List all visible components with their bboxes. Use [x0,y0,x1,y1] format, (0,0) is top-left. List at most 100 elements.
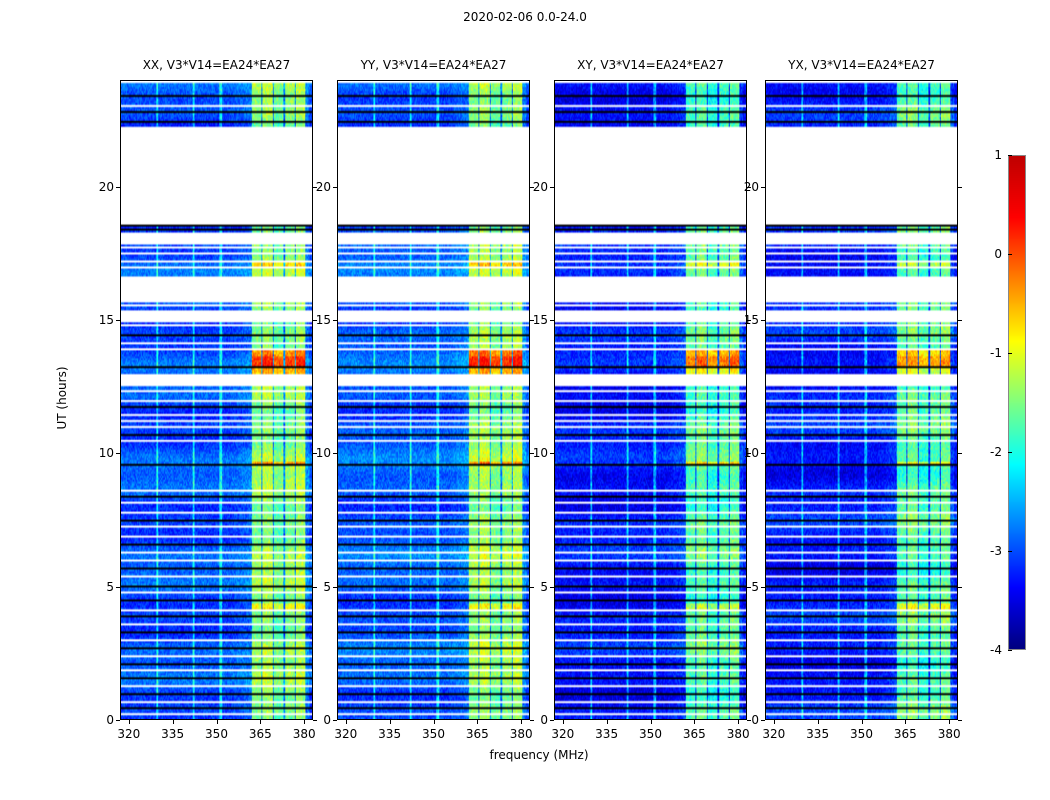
colorbar-tickmark [1008,650,1012,651]
x-tick-label: 320 [762,727,786,741]
x-tickmark [433,720,435,724]
panel-title-yy: YY, V3*V14=EA24*EA27 [360,58,507,72]
y-tickmark [761,586,765,588]
colorbar-tick-label: -4 [990,643,1002,657]
panel-title-yx: YX, V3*V14=EA24*EA27 [788,58,935,72]
y-tickmark-right [530,186,534,188]
y-tickmark-right [747,453,751,455]
x-tickmark [905,720,907,724]
x-tick-label: 335 [161,727,185,741]
y-tickmark-right [747,586,751,588]
y-tick-label: 0 [106,713,114,727]
y-tick-label: 5 [540,579,548,594]
y-tickmark [761,320,765,321]
y-tick-label: 10 [532,446,548,461]
x-tickmark [694,720,696,724]
y-tickmark [333,720,337,721]
x-tick-label: 335 [595,727,619,741]
panel-axes-frame [337,80,530,720]
x-tickmark [562,720,564,724]
x-tick-label: 350 [422,727,445,741]
y-tickmark-right [958,586,962,588]
x-tickmark [861,720,863,724]
colorbar-tick-label: 0 [994,247,1002,261]
y-tickmark-right [313,586,317,588]
x-tick-label: 320 [334,727,358,741]
y-tick-label: 15 [743,313,759,327]
x-tickmark [949,720,951,724]
y-tick-label: 0 [323,713,331,727]
x-tickmark [650,720,652,724]
y-tickmark [333,453,337,455]
x-tick-label: 380 [726,727,750,741]
colorbar-frame [1008,155,1026,650]
y-tick-label: 0 [751,713,759,727]
y-tick-label: 20 [315,179,331,194]
y-tick-label: 5 [751,579,759,594]
y-tickmark [550,586,554,588]
y-tick-label: 20 [532,179,548,194]
x-tick-label: 380 [292,727,316,741]
spectrogram-image [121,81,312,719]
colorbar-tickmark [1008,155,1012,156]
x-tick-label: 365 [893,727,917,741]
spectrogram-image [766,81,957,719]
y-tickmark-right [313,320,317,321]
colorbar-tickmark [1008,254,1012,255]
spectrogram-panel-xx: XX, V3*V14=EA24*EA27 320 335 350 365 380 0 5 10 1… [99,58,317,741]
y-tickmark-right [530,453,534,455]
x-tickmark [345,720,347,724]
x-tick-label: 350 [205,727,228,741]
y-tickmark-right [747,720,751,721]
colorbar-tick-label: -3 [990,544,1002,558]
y-tick-label: 15 [315,313,331,327]
x-tickmark [260,720,262,724]
y-tickmark-right [747,186,751,188]
y-tickmark-right [313,453,317,455]
colorbar-tickmark [1008,551,1012,552]
x-tick-label: 380 [937,727,961,741]
colorbar-tick-label: -2 [990,445,1002,459]
y-tickmark-right [958,720,962,721]
x-tick-label: 320 [117,727,141,741]
x-tickmark [521,720,523,724]
y-tickmark [333,586,337,588]
y-tickmark-right [958,320,962,321]
y-tickmark [550,453,554,455]
x-tick-label: 320 [551,727,575,741]
y-tickmark [116,186,120,188]
x-axis-label: frequency (MHz) [489,748,589,762]
y-tickmark [761,453,765,455]
x-tickmark [606,720,608,724]
y-tickmark [116,453,120,455]
y-tickmark [550,720,554,721]
colorbar-tick-label: 1 [994,148,1002,162]
y-tick-label: 10 [315,446,331,461]
y-tickmark-right [530,320,534,321]
y-tick-label: 0 [540,713,548,727]
y-tickmark [550,186,554,188]
x-tickmark [172,720,174,724]
spectrogram-image [555,81,746,719]
y-tickmark-right [313,186,317,188]
y-tick-label: 15 [532,313,548,327]
spectrogram-panel-xy: XY, V3*V14=EA24*EA27 320 335 350 365 380 0 5 10 1… [533,58,751,741]
panel-axes-frame [120,80,313,720]
colorbar-tickmark [1008,452,1012,453]
y-tick-label: 10 [743,446,759,461]
x-tickmark [128,720,130,724]
y-tickmark-right [747,320,751,321]
x-tick-label: 365 [465,727,489,741]
x-tickmark [389,720,391,724]
colorbar: -4-3-2-101log10 amplitude [990,148,1050,657]
y-tickmark [116,320,120,321]
x-tickmark [738,720,740,724]
y-tick-label: 15 [98,313,114,327]
x-tickmark [477,720,479,724]
spectrogram-image [338,81,529,719]
x-tick-label: 365 [682,727,706,741]
x-tick-label: 365 [248,727,272,741]
x-tickmark [773,720,775,724]
x-tickmark [304,720,306,724]
